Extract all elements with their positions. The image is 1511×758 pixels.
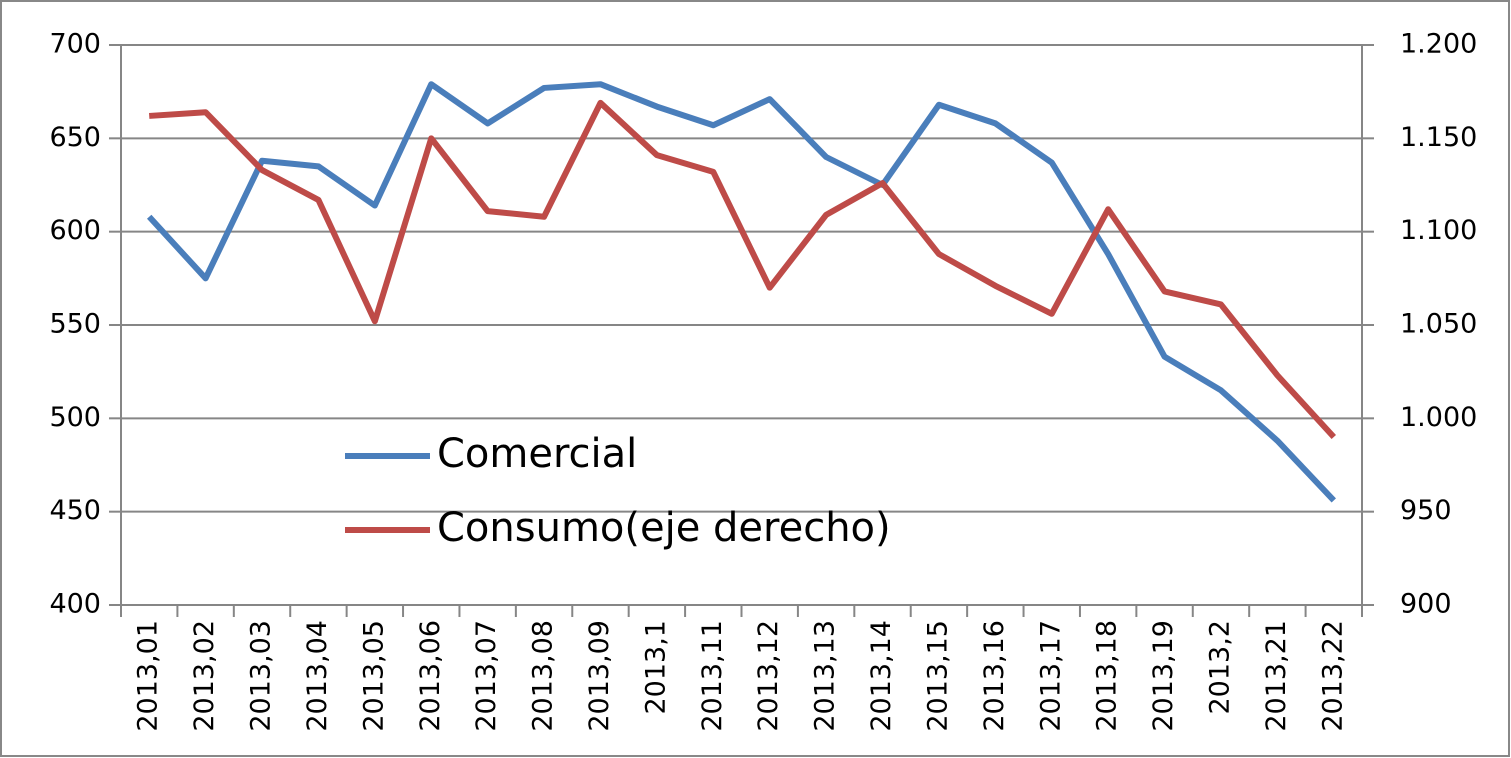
x-tick-label: 2013,07 xyxy=(471,620,502,732)
x-tick-label: 2013,16 xyxy=(979,620,1010,732)
x-tick-label: 2013,1 xyxy=(640,620,671,714)
legend-label: Comercial xyxy=(437,431,637,477)
series-line xyxy=(149,99,1337,440)
x-tick-label: 2013,12 xyxy=(753,620,784,732)
y-tick-label: 550 xyxy=(49,309,101,340)
x-tick-label: 2013,2 xyxy=(1204,620,1235,714)
x-tick-label: 2013,19 xyxy=(1148,620,1179,732)
x-tick-label: 2013,01 xyxy=(133,620,164,732)
x-tick-label: 2013,22 xyxy=(1317,620,1348,732)
x-tick-label: 2013,04 xyxy=(302,620,333,732)
x-tick-label: 2013,08 xyxy=(528,620,559,732)
y-tick-label: 650 xyxy=(49,122,101,153)
x-tick-label: 2013,17 xyxy=(1035,620,1066,732)
x-tick-label: 2013,05 xyxy=(358,620,389,732)
y2-tick-label: 1.100 xyxy=(1400,215,1477,246)
legend: Comercial Consumo(eje derecho) xyxy=(345,431,891,551)
y2-tick-label: 950 xyxy=(1400,495,1452,526)
x-tick-label: 2013,03 xyxy=(246,620,277,732)
y2-tick-label: 1.200 xyxy=(1400,29,1477,60)
y-tick-label: 400 xyxy=(49,589,101,620)
x-tick-label: 2013,11 xyxy=(697,620,728,732)
x-tick-label: 2013,09 xyxy=(584,620,615,732)
y2-tick-label: 1.050 xyxy=(1400,309,1477,340)
x-tick-label: 2013,18 xyxy=(1092,620,1123,732)
x-tick-label: 2013,06 xyxy=(415,620,446,732)
y-tick-label: 500 xyxy=(49,402,101,433)
y-tick-label: 700 xyxy=(49,29,101,60)
y2-tick-label: 1.150 xyxy=(1400,122,1477,153)
y2-tick-label: 1.000 xyxy=(1400,402,1477,433)
x-tick-label: 2013,14 xyxy=(866,620,897,732)
x-tick-label: 2013,21 xyxy=(1261,620,1292,732)
y-tick-label: 600 xyxy=(49,215,101,246)
x-tick-label: 2013,13 xyxy=(810,620,841,732)
legend-label: Consumo(eje derecho) xyxy=(437,505,891,551)
y2-tick-label: 900 xyxy=(1400,589,1452,620)
x-tick-label: 2013,02 xyxy=(189,620,220,732)
series-line xyxy=(146,81,1336,503)
y-tick-label: 450 xyxy=(49,495,101,526)
x-tick-label: 2013,15 xyxy=(922,620,953,732)
